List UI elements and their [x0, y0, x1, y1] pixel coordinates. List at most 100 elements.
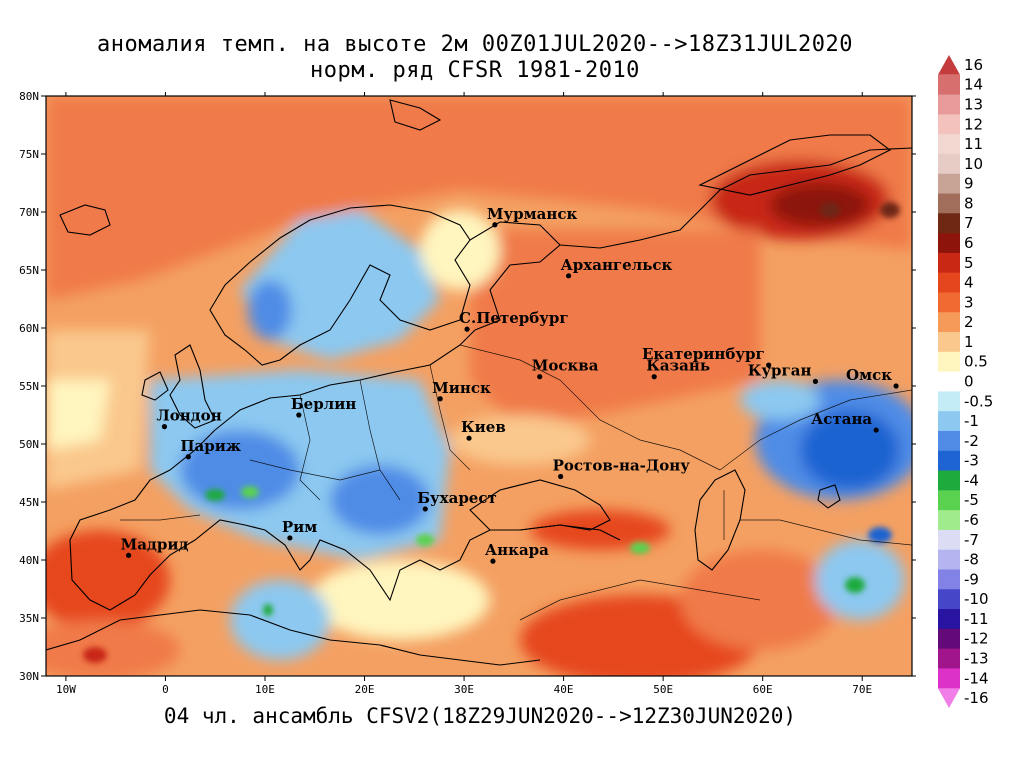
- legend-label: 9: [964, 175, 974, 193]
- city-label: Астана: [811, 410, 872, 428]
- city-label: Москва: [532, 357, 599, 375]
- legend-label: -1: [964, 412, 979, 430]
- lon-tick-label: 30E: [454, 683, 474, 696]
- legend-label: -9: [964, 570, 979, 588]
- lat-tick-label: 75N: [19, 148, 39, 161]
- legend-label: 4: [964, 274, 974, 292]
- city-label: С.Петербург: [459, 309, 568, 327]
- legend-swatch: [938, 351, 960, 373]
- legend-label: -7: [964, 531, 979, 549]
- legend-swatch: [938, 371, 960, 392]
- city-labels: Мурманск Архангельск С.Петербург Москва Каза…: [121, 205, 899, 564]
- legend-label: -13: [964, 650, 989, 668]
- lon-tick-label: 60E: [753, 683, 773, 696]
- legend-swatch: [938, 589, 960, 610]
- lat-tick-label: 60N: [19, 322, 39, 335]
- city-label: Рим: [282, 518, 317, 536]
- legend-label: 3: [964, 293, 974, 311]
- lat-tick-label: 65N: [19, 264, 39, 277]
- city-marker: [466, 435, 472, 441]
- legend-label: 16: [964, 56, 983, 74]
- legend-label: 7: [964, 214, 974, 232]
- lat-tick-label: 35N: [19, 612, 39, 625]
- legend-label: -11: [964, 610, 989, 628]
- legend-label: 14: [964, 76, 983, 94]
- city-marker: [492, 222, 498, 228]
- lat-tick-label: 80N: [19, 90, 39, 103]
- legend-label: 8: [964, 194, 974, 212]
- lat-tick-label: 70N: [19, 206, 39, 219]
- city-marker: [296, 412, 302, 418]
- city-label: Минск: [432, 379, 491, 397]
- legend-swatch: [938, 450, 960, 472]
- city-label: Париж: [180, 437, 241, 455]
- city-marker: [766, 362, 772, 368]
- legend-swatch: [938, 609, 960, 630]
- city-marker: [565, 273, 572, 279]
- city-marker: [185, 454, 191, 460]
- lon-tick-label: 10E: [255, 683, 275, 696]
- legend-label: -4: [964, 471, 979, 489]
- legend-swatch: [938, 411, 960, 432]
- lat-tick-label: 50N: [19, 438, 39, 451]
- anomaly-field: [46, 96, 912, 676]
- legend-label: 6: [964, 234, 974, 252]
- city-label: Казань: [646, 357, 710, 375]
- legend-swatch: [938, 213, 960, 234]
- city-marker: [287, 535, 293, 541]
- legend-swatch: [938, 628, 960, 650]
- lat-tick-label: 40N: [19, 554, 39, 567]
- city-label: Лондон: [156, 407, 221, 425]
- city-marker: [873, 427, 879, 433]
- legend-swatch: [938, 430, 960, 452]
- legend-label: -16: [964, 689, 989, 707]
- city-marker: [422, 506, 428, 512]
- lat-tick-label: 55N: [19, 380, 39, 393]
- city-label: Мадрид: [121, 535, 189, 553]
- city-marker: [812, 378, 819, 384]
- legend-swatch: [938, 272, 960, 293]
- legend-label: 12: [964, 115, 983, 133]
- city-label: Курган: [748, 361, 812, 379]
- lon-tick-label: 10W: [56, 683, 76, 696]
- legend-swatch: [938, 252, 960, 274]
- legend-arrow-top: [938, 55, 960, 75]
- city-marker: [558, 473, 564, 480]
- legend-swatch: [938, 569, 960, 590]
- legend-swatch: [938, 529, 960, 551]
- legend-swatch: [938, 94, 960, 115]
- city-label: Анкара: [485, 541, 549, 559]
- city-label: Архангельск: [561, 256, 673, 274]
- lon-tick-label: 70E: [852, 683, 872, 696]
- legend-swatch: [938, 391, 960, 412]
- city-marker: [437, 396, 443, 402]
- lon-tick-label: 40E: [554, 683, 574, 696]
- city-label: Екатеринбург: [642, 345, 765, 363]
- city-marker: [651, 374, 657, 380]
- city-label: Берлин: [291, 395, 357, 413]
- legend-swatch: [938, 114, 960, 135]
- legend-swatch: [938, 510, 960, 531]
- ensemble-footer: 04 чл. ансамбль CFSV2(18Z29JUN2020-->12Z…: [163, 704, 797, 728]
- map-title-line2: норм. ряд CFSR 1981-2010: [310, 58, 640, 83]
- legend-swatch: [938, 549, 960, 570]
- legend-label: 13: [964, 95, 983, 113]
- lat-tick-label: 30N: [19, 670, 39, 683]
- legend-label: -10: [964, 590, 989, 608]
- legend-arrow-bottom: [938, 688, 960, 708]
- legend-label: 0.5: [964, 353, 988, 371]
- legend-label: 2: [964, 313, 974, 331]
- legend-swatch: [938, 233, 960, 254]
- axis-ticks: 10W 0 10E 20E 30E 40E 50E 60E 70E 30N 35N 40N 45N 50N…: [19, 90, 916, 696]
- legend-swatch: [938, 490, 960, 511]
- city-marker: [161, 424, 168, 430]
- city-label: Ростов-на-Дону: [553, 456, 691, 474]
- legend-swatch: [938, 470, 960, 491]
- city-marker: [893, 383, 899, 389]
- legend-swatch: [938, 74, 960, 96]
- lon-tick-label: 50E: [653, 683, 673, 696]
- legend-swatch: [938, 292, 960, 313]
- legend-swatch: [938, 134, 960, 155]
